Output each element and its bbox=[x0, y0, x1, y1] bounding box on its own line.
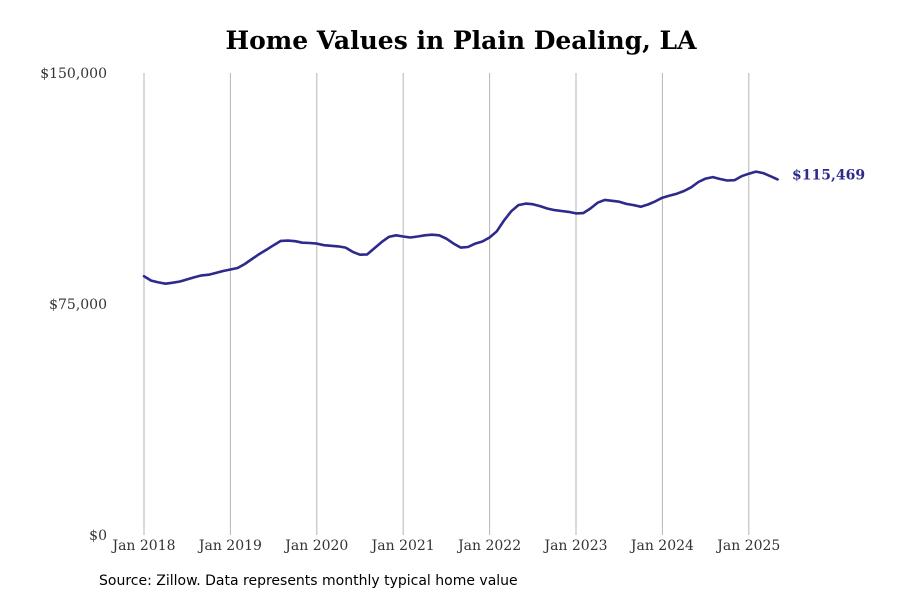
x-tick-label: Jan 2021 bbox=[370, 538, 435, 554]
y-tick-label: $150,000 bbox=[40, 66, 107, 82]
x-tick-label: Jan 2018 bbox=[110, 538, 175, 554]
data-labels: $115,469 bbox=[792, 167, 865, 183]
x-tick-label: Jan 2025 bbox=[715, 538, 780, 554]
x-tick-label: Jan 2019 bbox=[197, 538, 262, 554]
grid-lines bbox=[143, 73, 750, 535]
y-axis-ticks: $0 $75,000 $150,000 bbox=[40, 66, 107, 544]
end-value-label: $115,469 bbox=[792, 167, 865, 183]
series-line bbox=[142, 170, 779, 285]
x-tick-label: Jan 2024 bbox=[629, 538, 694, 554]
source-note: Source: Zillow. Data represents monthly … bbox=[99, 573, 518, 589]
series-lines bbox=[142, 170, 779, 285]
chart-title: Home Values in Plain Dealing, LA bbox=[225, 26, 697, 55]
x-tick-label: Jan 2022 bbox=[456, 538, 521, 554]
x-tick-label: Jan 2023 bbox=[542, 538, 607, 554]
y-tick-label: $75,000 bbox=[49, 297, 107, 313]
x-axis-ticks: Jan 2018 Jan 2019 Jan 2020 Jan 2021 Jan 2022… bbox=[110, 538, 780, 554]
y-tick-label: $0 bbox=[89, 528, 107, 544]
x-tick-label: Jan 2020 bbox=[283, 538, 348, 554]
